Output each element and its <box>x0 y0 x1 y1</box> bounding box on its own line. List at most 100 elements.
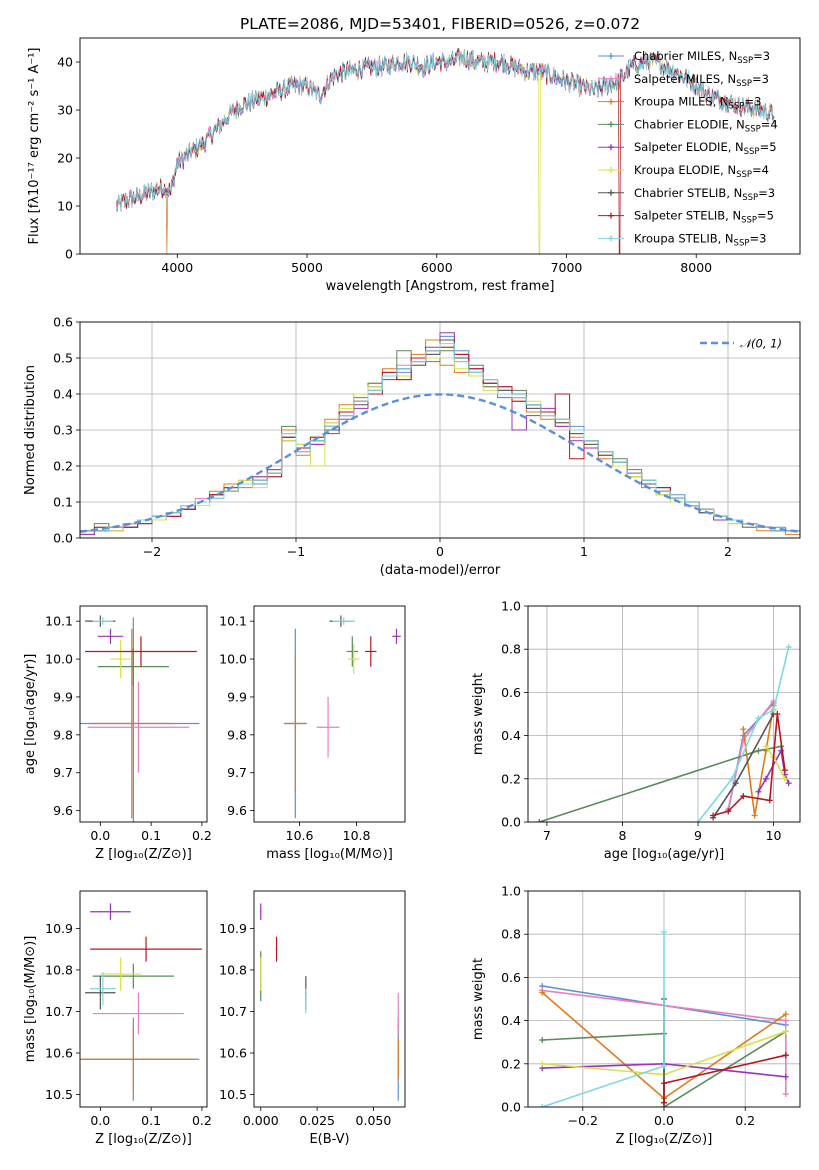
weight-point <box>661 1099 667 1106</box>
y-tick-label: 0.2 <box>53 459 73 474</box>
legend-marker <box>608 121 614 128</box>
y-tick-label: 10.8 <box>219 962 247 977</box>
weight-line <box>742 705 775 816</box>
weight-point <box>766 797 773 804</box>
legend-marker <box>608 75 614 82</box>
axes-frame <box>79 37 801 255</box>
y-tick-label: 0.0 <box>501 815 521 830</box>
x-tick-label: 0.2 <box>192 828 212 843</box>
y-tick-label: 1.0 <box>501 884 521 899</box>
x-axis-label: Z [log₁₀(Z/Z⊙)] <box>616 1132 713 1147</box>
y-tick-label: 10.0 <box>219 652 247 667</box>
weight-point <box>781 767 788 774</box>
x-tick-label: 0.050 <box>356 1113 392 1128</box>
weight-point <box>661 1080 667 1087</box>
y-tick-label: 10.1 <box>219 614 247 629</box>
axes-frame <box>527 890 801 1108</box>
x-axis-label: Z [log₁₀(Z/Z⊙)] <box>95 1132 192 1147</box>
y-tick-label: 10.7 <box>219 1004 247 1019</box>
y-tick-label: 10 <box>57 199 73 214</box>
y-tick-label: 10.6 <box>219 1046 247 1061</box>
data-point <box>352 658 355 660</box>
data-point <box>342 620 345 622</box>
panel-residuals: −2 −1 0 1 2 0.0 0.1 0.2 0.3 0.4 0.5 0.6 (data-model)… <box>23 315 801 578</box>
weight-line <box>712 713 786 817</box>
y-tick-label: 20 <box>57 151 73 166</box>
legend-marker <box>608 167 614 173</box>
y-tick-label: 10.5 <box>219 1087 247 1102</box>
legend-marker <box>608 144 614 151</box>
x-tick-label: 0.1 <box>141 1113 161 1128</box>
x-tick-label: 10.6 <box>286 828 314 843</box>
y-tick-label: 0.2 <box>501 771 521 786</box>
weight-point <box>781 775 788 782</box>
weight-point <box>782 1052 789 1059</box>
y-tick-label: 0.4 <box>501 728 521 743</box>
plot-area <box>283 615 401 819</box>
y-tick-label: 0 <box>65 247 73 262</box>
data-point <box>119 658 122 660</box>
y-tick-label: 9.6 <box>53 803 73 818</box>
panel-age-vs-mass: 10.6 10.8 9.6 9.7 9.8 9.9 10.0 10.1 mass [log₁₀(… <box>219 605 406 862</box>
y-tick-label: 0.5 <box>53 351 73 366</box>
data-point <box>137 726 140 729</box>
axes-frame <box>527 605 801 823</box>
y-axis-label: mass weight <box>471 673 486 755</box>
weight-point <box>755 788 762 795</box>
x-tick-label: −0.2 <box>568 1113 598 1128</box>
x-tick-label: 7000 <box>551 260 583 275</box>
data-point <box>99 991 102 994</box>
legend-entry: Kroupa STELIB, NSSP=3 <box>634 231 766 248</box>
weight-point <box>782 1011 789 1018</box>
axes-frame <box>79 321 801 539</box>
y-axis-label: age [log₁₀(age/yr)] <box>23 654 38 775</box>
data-point <box>119 973 122 975</box>
x-axis-label: Z [log₁₀(Z/Z⊙)] <box>95 847 192 862</box>
data-point <box>132 665 135 668</box>
axes-frame <box>253 605 406 823</box>
y-tick-label: 10.5 <box>45 1087 73 1102</box>
weight-point <box>782 1017 789 1024</box>
data-point <box>294 722 297 725</box>
x-tick-label: 10.8 <box>343 828 371 843</box>
data-point <box>102 987 104 990</box>
weight-point <box>539 989 546 996</box>
legend-marker <box>608 235 614 242</box>
weight-point <box>539 1037 546 1044</box>
plot-area <box>536 644 792 822</box>
data-point <box>137 1012 140 1015</box>
weight-point <box>536 819 543 822</box>
x-axis-label: mass [log₁₀(M/M⊙)] <box>266 847 393 862</box>
x-tick-label: 0.000 <box>243 1113 279 1128</box>
data-point <box>351 650 354 653</box>
legend-entry: Salpeter STELIB, NSSP=5 <box>634 209 774 226</box>
legend-entry: Chabrier ELODIE, NSSP=4 <box>634 117 778 134</box>
x-tick-label: 10 <box>766 828 782 843</box>
x-tick-label: 0 <box>436 544 444 559</box>
y-tick-label: 10.9 <box>219 921 247 936</box>
legend: Chabrier MILES, NSSP=3 Salpeter MILES, NS… <box>598 49 778 248</box>
weight-point <box>539 1104 546 1107</box>
legend-entry: Chabrier MILES, NSSP=3 <box>634 49 770 66</box>
x-tick-label: 8000 <box>680 260 712 275</box>
legend-entry: Kroupa MILES, NSSP=3 <box>634 95 761 112</box>
y-tick-label: 10.7 <box>45 1004 73 1019</box>
plot-area <box>259 903 400 1101</box>
legend-marker <box>608 212 614 219</box>
data-point <box>259 910 262 913</box>
plot-area <box>80 903 202 1101</box>
weight-point <box>729 775 735 782</box>
panel-mass-vs-ebv: 0.000 0.025 0.050 10.5 10.6 10.7 10.8 10.9 E(B-V… <box>219 890 406 1147</box>
x-tick-label: −1 <box>287 544 305 559</box>
x-tick-label: 4000 <box>161 260 193 275</box>
legend-entry: Chabrier STELIB, NSSP=3 <box>634 186 775 203</box>
weight-point <box>661 1062 667 1069</box>
y-tick-label: 0.2 <box>501 1056 521 1071</box>
y-tick-label: 0.6 <box>501 970 521 985</box>
data-point <box>259 973 262 975</box>
x-tick-label: 7 <box>543 828 551 843</box>
x-tick-label: 5000 <box>291 260 323 275</box>
legend-entry: Salpeter MILES, NSSP=3 <box>634 72 769 89</box>
legend-marker <box>608 98 614 105</box>
y-tick-label: 9.6 <box>227 803 247 818</box>
